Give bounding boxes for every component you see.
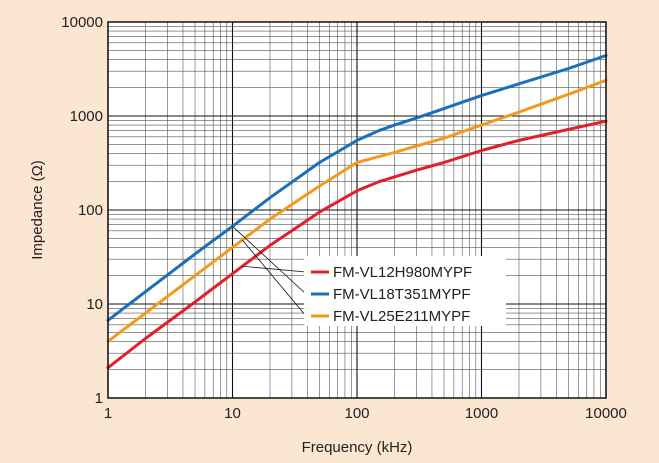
legend-leader-lines [232, 226, 307, 317]
y-tick-labels: 1 10 100 1000 10000 [61, 14, 103, 407]
y-tick-label: 10000 [61, 14, 103, 31]
y-tick-label: 1000 [70, 108, 103, 125]
y-axis-label: Impedance (Ω) [29, 160, 46, 260]
x-tick-label: 100 [344, 405, 369, 422]
series-line-3 [106, 78, 608, 343]
legend-label-2: FM-VL18T351MYPF [333, 286, 471, 303]
legend-background [304, 256, 506, 326]
legend-leader-1 [242, 265, 307, 273]
legend-label-3: FM-VL25E211MYPF [333, 308, 470, 325]
x-axis-label: Frequency (kHz) [302, 439, 413, 456]
x-tick-label: 10 [224, 405, 241, 422]
x-tick-label: 1 [104, 405, 112, 422]
x-tick-label: 1000 [465, 405, 498, 422]
series-line-2 [106, 54, 608, 322]
plot-area-frame [107, 21, 607, 399]
y-tick-label: 1 [95, 390, 103, 407]
y-tick-label: 10 [86, 296, 103, 313]
series-line-1 [106, 119, 608, 370]
legend: FM-VL12H980MYPF FM-VL18T351MYPF FM-VL25E21… [304, 256, 506, 326]
y-tick-label: 100 [78, 202, 103, 219]
legend-label-1: FM-VL12H980MYPF [333, 264, 472, 281]
x-tick-labels: 1 10 100 1000 10000 [104, 405, 627, 422]
legend-leader-2 [232, 226, 307, 295]
legend-leader-3 [242, 239, 307, 317]
series-layer [106, 54, 608, 370]
x-tick-label: 10000 [585, 405, 627, 422]
